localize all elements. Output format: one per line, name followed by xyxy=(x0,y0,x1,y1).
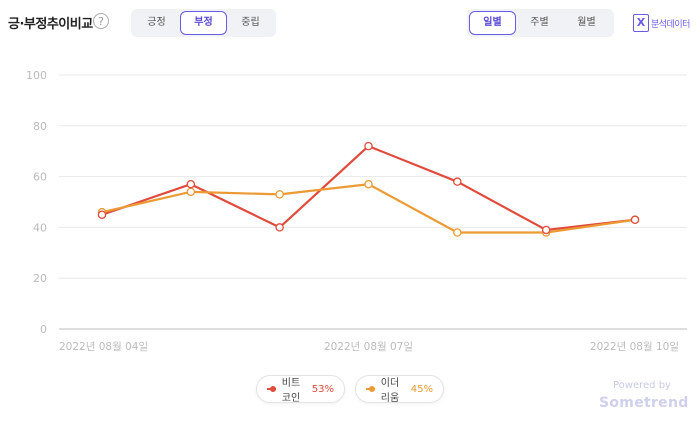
y-tick-label: 80 xyxy=(33,120,47,133)
chart-lines xyxy=(101,145,636,234)
legend-item-bitcoin[interactable]: 비트코인 53% xyxy=(256,375,345,404)
y-tick-label: 0 xyxy=(40,323,47,336)
legend-marker-ethereum xyxy=(366,386,375,392)
legend-percent: 45% xyxy=(410,383,433,395)
tab-positive[interactable]: 긍정 xyxy=(147,17,166,28)
series-line-1 xyxy=(101,183,636,234)
legend-percent: 53% xyxy=(311,383,334,395)
data-point-0-1 xyxy=(186,179,196,189)
tab-daily[interactable]: 일별 xyxy=(469,11,516,35)
tab-negative[interactable]: 부정 xyxy=(180,11,227,35)
help-icon[interactable]: ? xyxy=(93,13,109,29)
x-tick-label: 2022년 08월 04일 xyxy=(59,340,148,353)
export-data-button[interactable]: X 분석데이터 xyxy=(633,14,690,32)
legend-label: 비트코인 xyxy=(281,378,301,404)
powered-by-text: Powered by xyxy=(613,380,671,391)
y-axis-ticks: 0 20 40 60 80 100 xyxy=(26,69,47,336)
sentiment-tab-group: 긍정 부정 중립 xyxy=(131,9,276,37)
tab-weekly[interactable]: 주별 xyxy=(530,17,549,28)
chart-grid xyxy=(59,74,687,330)
tab-monthly[interactable]: 월별 xyxy=(577,17,596,28)
data-point-1-1 xyxy=(186,187,196,197)
data-point-0-3 xyxy=(364,141,373,151)
page-title: 긍·부정추이비교 xyxy=(8,17,93,32)
data-point-0-0 xyxy=(97,210,107,219)
y-tick-label: 20 xyxy=(33,272,47,285)
brand-logo: Sometrend xyxy=(599,395,689,411)
y-tick-label: 40 xyxy=(33,221,47,234)
data-point-1-4 xyxy=(453,228,462,237)
y-tick-label: 100 xyxy=(26,69,47,82)
legend-marker-bitcoin xyxy=(267,386,276,392)
data-point-0-5 xyxy=(541,225,551,235)
chart-points xyxy=(97,141,640,237)
data-point-0-4 xyxy=(453,177,462,186)
data-point-1-3 xyxy=(364,179,373,189)
export-data-label: 분석데이터 xyxy=(651,19,690,30)
excel-icon: X xyxy=(633,14,649,32)
data-point-1-2 xyxy=(275,190,284,199)
legend-item-ethereum[interactable]: 이더리움 45% xyxy=(355,375,444,404)
period-tab-group: 일별 주별 월별 xyxy=(467,9,614,37)
tab-neutral[interactable]: 중립 xyxy=(241,17,260,28)
x-tick-label: 2022년 08월 10일 xyxy=(590,340,679,353)
x-axis-ticks: 2022년 08월 04일 2022년 08월 07일 2022년 08월 10일 xyxy=(59,340,679,353)
legend-label: 이더리움 xyxy=(380,378,400,404)
data-point-0-6 xyxy=(630,215,640,225)
data-point-0-2 xyxy=(275,223,284,232)
x-tick-label: 2022년 08월 07일 xyxy=(324,340,413,353)
y-tick-label: 60 xyxy=(33,171,47,184)
